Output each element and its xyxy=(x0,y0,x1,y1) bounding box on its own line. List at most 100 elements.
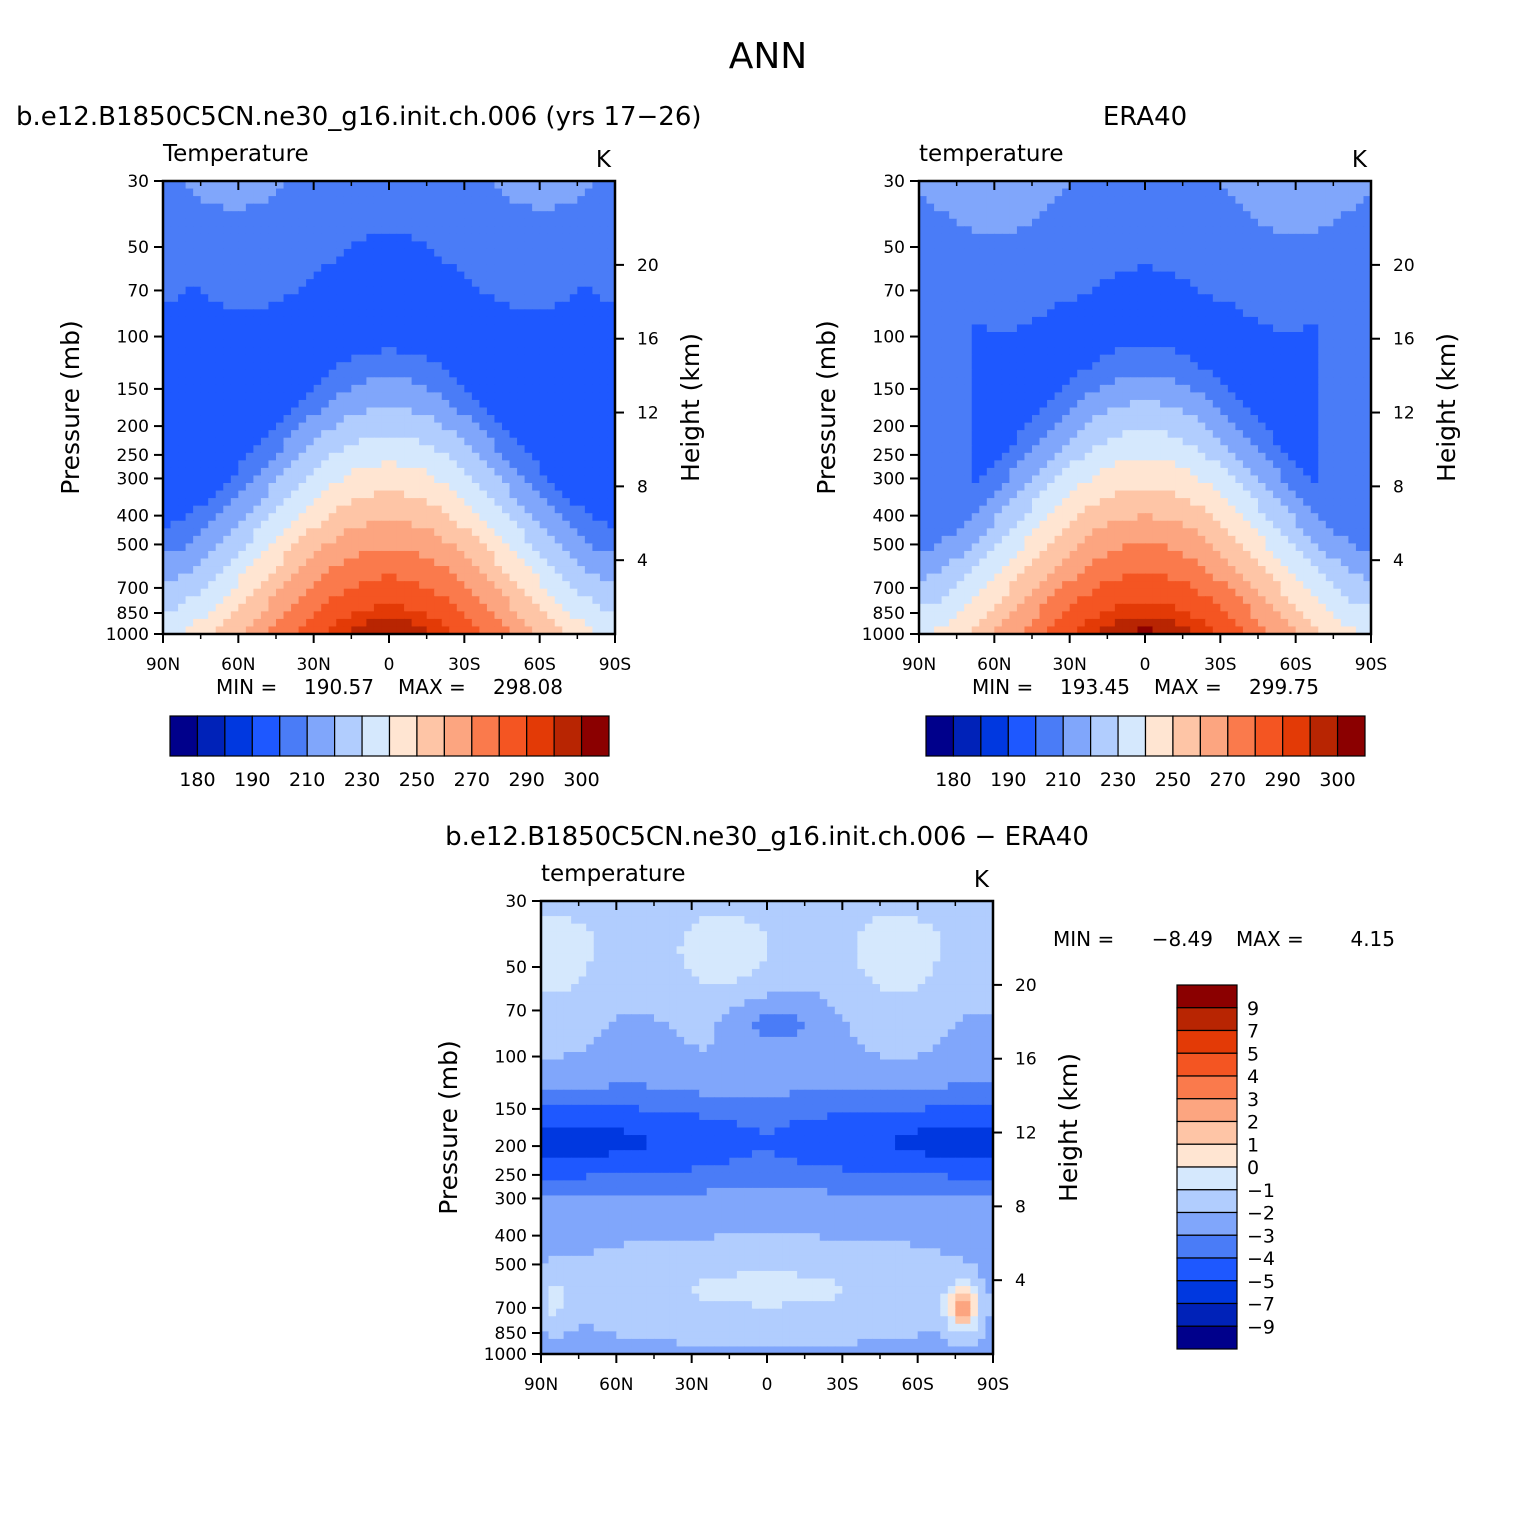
contour-cell xyxy=(238,301,247,310)
contour-cell xyxy=(389,218,398,227)
contour-cell xyxy=(577,181,586,190)
contour-cell xyxy=(592,271,601,280)
contour-cell xyxy=(208,550,217,560)
contour-cell xyxy=(1077,211,1086,220)
contour-cell xyxy=(193,264,202,273)
contour-field xyxy=(919,181,1372,635)
contour-cell xyxy=(986,316,995,326)
contour-cell xyxy=(321,203,330,212)
contour-cell xyxy=(607,460,616,469)
colorbar-label: 290 xyxy=(509,769,545,791)
contour-cell xyxy=(260,505,270,514)
contour-cell xyxy=(1235,324,1244,333)
contour-cell xyxy=(502,460,511,469)
contour-cell xyxy=(328,301,337,310)
contour-cell xyxy=(554,399,563,409)
contour-cell xyxy=(926,279,935,288)
contour-cell xyxy=(260,437,270,446)
contour-cell xyxy=(532,279,541,288)
contour-cell xyxy=(396,475,405,484)
contour-cell xyxy=(298,241,307,250)
contour-cell xyxy=(396,316,405,326)
contour-cell xyxy=(313,566,322,575)
contour-cell xyxy=(1024,264,1033,273)
contour-cell xyxy=(426,309,435,318)
contour-cell xyxy=(956,294,965,303)
contour-cell xyxy=(260,543,270,552)
contour-cell xyxy=(268,264,277,273)
contour-cell xyxy=(449,218,458,227)
contour-cell xyxy=(1160,218,1169,227)
contour-cell xyxy=(260,226,270,235)
contour-cell xyxy=(494,588,503,597)
contour-cell xyxy=(449,256,458,265)
contour-cell xyxy=(532,362,541,371)
contour-cell xyxy=(208,460,217,469)
contour-cell xyxy=(592,437,601,446)
contour-cell xyxy=(306,611,315,620)
contour-cell xyxy=(358,528,367,537)
contour-cell xyxy=(1265,181,1274,190)
contour-cell xyxy=(208,588,217,597)
contour-cell xyxy=(185,347,194,356)
contour-cell xyxy=(238,218,247,227)
contour-cell xyxy=(373,611,383,620)
contour-cell xyxy=(298,362,307,371)
contour-cell xyxy=(291,430,300,439)
contour-cell xyxy=(178,445,187,454)
contour-cell xyxy=(434,415,443,424)
contour-cell xyxy=(351,354,360,363)
contour-cell xyxy=(358,286,367,295)
contour-cell xyxy=(539,543,548,552)
contour-cell xyxy=(539,452,548,461)
contour-cell xyxy=(1242,181,1252,190)
contour-cell xyxy=(941,233,950,242)
contour-cell xyxy=(298,558,307,567)
contour-cell xyxy=(178,543,187,552)
contour-cell xyxy=(1077,309,1086,318)
contour-cell xyxy=(509,233,518,242)
contour-cell xyxy=(260,218,270,227)
contour-cell xyxy=(426,566,435,575)
contour-cell xyxy=(163,332,172,341)
contour-cell xyxy=(208,415,217,424)
contour-cell xyxy=(956,211,965,220)
contour-cell xyxy=(464,558,473,567)
contour-cell xyxy=(245,558,254,567)
contour-cell xyxy=(208,596,217,605)
height-tick-label: 4 xyxy=(637,551,648,571)
contour-cell xyxy=(1107,203,1116,212)
contour-cell xyxy=(1355,301,1365,310)
contour-cell xyxy=(494,392,503,401)
contour-cell xyxy=(351,581,360,590)
contour-cell xyxy=(313,483,322,492)
contour-cell xyxy=(592,460,601,469)
contour-cell xyxy=(524,347,533,356)
contour-cell xyxy=(1167,241,1176,250)
contour-cell xyxy=(964,271,973,280)
contour-cell xyxy=(178,248,187,258)
contour-cell xyxy=(389,437,398,446)
contour-cell xyxy=(554,505,563,514)
contour-cell xyxy=(1318,279,1327,288)
contour-cell xyxy=(607,354,616,363)
contour-cell xyxy=(539,467,548,477)
contour-cell xyxy=(283,566,292,575)
contour-cell xyxy=(456,498,465,507)
contour-cell xyxy=(238,626,247,635)
contour-cell xyxy=(577,332,586,341)
colorbar-swatch xyxy=(196,715,226,757)
contour-cell xyxy=(1077,264,1086,273)
contour-cell xyxy=(336,415,345,424)
contour-cell xyxy=(509,369,518,378)
contour-cell xyxy=(494,430,503,439)
contour-cell xyxy=(577,543,586,552)
contour-cell xyxy=(351,437,360,446)
contour-cell xyxy=(185,407,194,416)
contour-cell xyxy=(434,271,443,280)
contour-cell xyxy=(1001,256,1010,265)
contour-cell xyxy=(396,505,405,514)
contour-cell xyxy=(260,558,270,567)
contour-cell xyxy=(456,384,465,393)
contour-cell xyxy=(419,196,428,205)
